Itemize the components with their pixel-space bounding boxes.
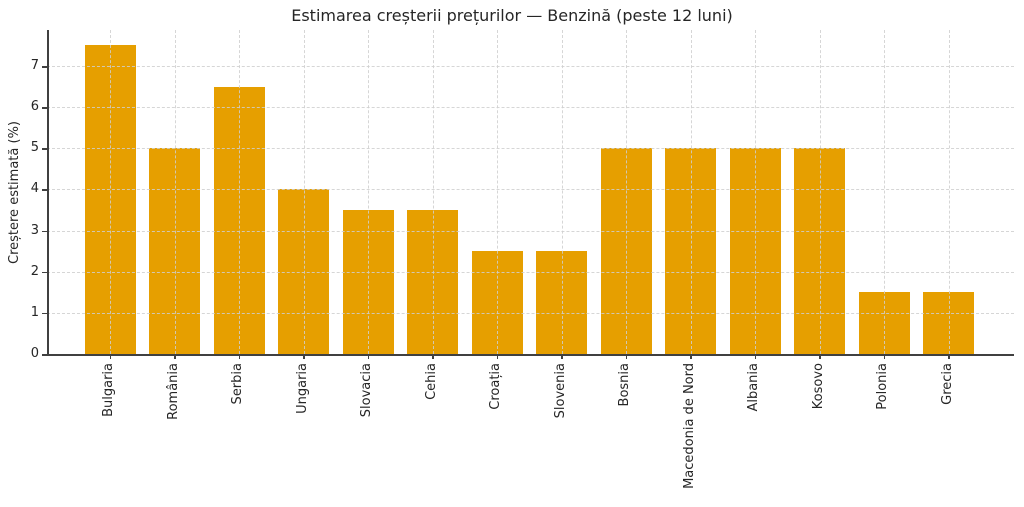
- y-tick-mark: [42, 312, 47, 315]
- x-tick-mark: [754, 354, 756, 359]
- x-tick-mark: [948, 354, 950, 359]
- x-tick-mark: [496, 354, 498, 359]
- x-tick-label: Cehia: [423, 363, 439, 400]
- x-tick-mark: [561, 354, 563, 359]
- x-tick-label: Slovacia: [359, 363, 374, 418]
- x-tick-label: Croația: [488, 363, 503, 410]
- x-tick-label: Bosnia: [617, 363, 632, 407]
- x-tick-mark: [690, 354, 692, 359]
- x-tick-mark: [625, 354, 627, 359]
- x-tick-mark: [432, 354, 434, 359]
- x-tick-mark: [367, 354, 369, 359]
- x-tick-label: Kosovo: [810, 363, 826, 410]
- bar: [600, 148, 652, 354]
- horizontal-gridline: [47, 107, 1014, 109]
- bar: [858, 292, 910, 354]
- x-tick-label: Macedonia de Nord: [681, 363, 697, 489]
- x-tick-mark: [883, 354, 885, 359]
- y-tick-mark: [42, 354, 47, 356]
- x-tick-label: România: [165, 363, 181, 420]
- x-tick-mark: [109, 354, 111, 359]
- y-tick-label: 0: [30, 346, 39, 361]
- bar: [213, 86, 265, 354]
- y-tick-label: 2: [30, 263, 39, 279]
- y-tick-label: 3: [30, 222, 39, 238]
- y-tick-label: 5: [30, 140, 39, 156]
- bar: [729, 148, 781, 354]
- x-axis-line: [47, 354, 1014, 356]
- y-tick-mark: [42, 189, 47, 191]
- y-tick-mark: [42, 148, 47, 150]
- horizontal-gridline: [47, 66, 1014, 67]
- y-tick-mark: [42, 66, 47, 68]
- y-tick-mark: [42, 230, 47, 233]
- x-tick-mark: [174, 354, 176, 359]
- bar: [794, 148, 845, 354]
- bar: [407, 210, 458, 354]
- bar: [278, 189, 329, 354]
- x-tick-label: Serbia: [230, 363, 245, 405]
- y-tick-label: 6: [30, 99, 39, 115]
- bar: [536, 251, 587, 354]
- bar: [471, 251, 523, 354]
- bar: [342, 210, 394, 354]
- x-tick-label: Albania: [746, 363, 761, 412]
- x-tick-label: Ungaria: [294, 363, 310, 414]
- y-tick-mark: [42, 271, 47, 274]
- bar: [923, 292, 974, 354]
- y-tick-label: 1: [30, 304, 39, 320]
- bar: [665, 148, 716, 354]
- bar: [149, 148, 200, 354]
- x-tick-mark: [819, 354, 821, 359]
- x-tick-label: Polonia: [875, 363, 890, 410]
- x-tick-mark: [303, 354, 305, 359]
- chart-title: Estimarea creșterii prețurilor — Benzină…: [291, 6, 733, 25]
- y-tick-label: 4: [30, 181, 39, 197]
- bar: [84, 45, 136, 354]
- y-tick-label: 7: [30, 58, 39, 73]
- x-tick-mark: [238, 354, 240, 359]
- x-tick-label: Slovenia: [552, 363, 568, 419]
- y-tick-mark: [42, 107, 47, 109]
- plot-area: [47, 30, 1014, 356]
- y-axis-line: [47, 30, 49, 354]
- x-tick-label: Grecia: [939, 363, 955, 405]
- x-tick-label: Bulgaria: [101, 363, 116, 417]
